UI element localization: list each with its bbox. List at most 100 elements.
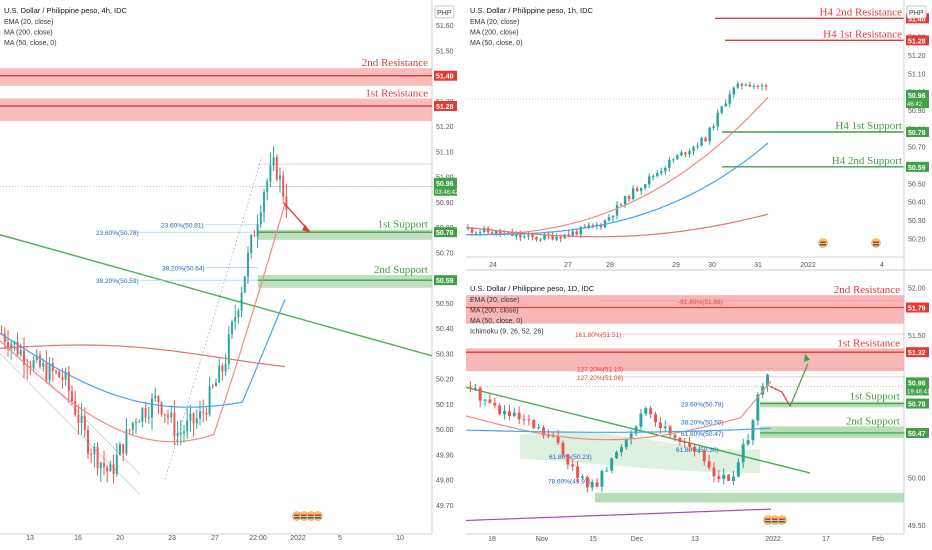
h4-plot: 2nd Resistance 1st Resistance 1st Support 2… <box>0 57 433 495</box>
h1-candle <box>740 83 744 86</box>
d1-currency-box <box>906 5 927 19</box>
h4-candle <box>122 443 125 454</box>
d1-candle <box>615 452 619 459</box>
h4-candle <box>272 157 275 166</box>
h4-candle <box>141 408 144 422</box>
h4-level-zone <box>258 229 432 240</box>
h1-candle <box>490 232 494 235</box>
h1-candle <box>756 85 760 87</box>
d1-candle <box>468 387 472 389</box>
d1-plot: 2nd Resistance 1st Resistance 1st Support 2… <box>465 269 932 522</box>
h1-indicator-label: MA (200, close) <box>470 30 519 37</box>
h4-event-flag-stripe <box>308 517 314 519</box>
h4-level-label: 2nd Resistance <box>362 57 428 69</box>
h4-candle <box>195 418 198 424</box>
h1-candle <box>728 94 731 104</box>
d1-candle <box>585 476 589 488</box>
h4-candle <box>160 402 163 415</box>
d1-candle <box>561 442 565 455</box>
h1-candle <box>539 239 542 241</box>
h4-time-axis: 13 16 20 23 27 22:00 2022 5 10 <box>0 533 432 542</box>
h4-level-price-tag: 50.78 <box>436 230 454 237</box>
d1-candle <box>610 458 614 471</box>
d1-candle <box>473 387 477 389</box>
h1-x-tick-label: 27 <box>564 262 572 269</box>
h1-candle <box>648 176 651 185</box>
d1-indicator-label: MA (200, close) <box>470 308 519 315</box>
d1-candle <box>741 444 745 463</box>
d1-ma200-line <box>465 508 772 522</box>
h4-x-tick-label: 2022 <box>290 535 306 542</box>
h4-event-flag-stripe <box>301 517 307 519</box>
h4-y-tick-label: 50.10 <box>436 402 454 409</box>
h1-candle <box>615 205 619 216</box>
h4-candle <box>67 371 70 392</box>
h1-candle <box>599 224 603 228</box>
h1-candle <box>478 232 482 234</box>
d1-indicator-label: Ichimoku (9, 26, 52, 26) <box>470 329 544 336</box>
h4-ma50-line <box>0 299 286 408</box>
h1-candle <box>482 228 486 233</box>
d1-pullback-arrow <box>769 385 791 407</box>
h1-candle <box>712 126 715 128</box>
d1-candle <box>751 420 755 441</box>
d1-candle <box>756 394 760 421</box>
h1-candle <box>527 234 530 237</box>
h4-indicator-label: MA (200, close) <box>4 30 53 37</box>
h1-candle <box>551 235 554 240</box>
h4-candle <box>35 355 38 360</box>
h1-candle <box>523 236 526 238</box>
d1-fib-label: 127.20%(51.15) <box>577 366 623 373</box>
d1-candle <box>658 422 662 429</box>
h4-candle <box>80 415 83 423</box>
h4-candle <box>125 429 128 454</box>
h4-x-tick-label: 16 <box>74 535 82 542</box>
h1-y-tick-label: 51.10 <box>908 71 926 78</box>
h4-fib-label: 38.20%(50.59) <box>96 278 139 285</box>
h4-candle <box>119 443 121 456</box>
h1-candle <box>639 188 643 191</box>
d1-event-flag-stripe <box>779 521 785 523</box>
d1-candle <box>668 426 672 435</box>
d1-candle <box>605 470 609 472</box>
h1-ma200-line <box>465 213 769 238</box>
h1-x-tick-label: 2022 <box>800 262 816 269</box>
h1-x-tick-label: 24 <box>489 262 497 269</box>
h4-candle <box>90 453 93 455</box>
h4-candle <box>151 398 153 418</box>
h4-candle <box>269 165 272 182</box>
h4-level-zone <box>258 275 432 288</box>
h1-candle <box>494 231 498 235</box>
d1-candle <box>532 420 536 429</box>
h1-candle <box>692 146 695 152</box>
h1-candle <box>470 228 474 233</box>
d1-trendline <box>465 386 811 474</box>
h4-candle <box>224 363 227 372</box>
d1-candle <box>483 399 487 401</box>
d1-level-zone <box>760 426 904 438</box>
h1-level-label: H4 2nd Support <box>832 155 902 167</box>
h1-indicator-label: MA (50, close, 0) <box>470 40 523 47</box>
d1-candle <box>727 474 731 481</box>
h1-candle <box>668 159 671 168</box>
h4-level-price-tag: 50.59 <box>436 278 454 285</box>
d1-candle <box>712 467 716 477</box>
d1-level-zone <box>760 401 904 408</box>
h1-x-tick-label: 28 <box>606 262 614 269</box>
h4-candle <box>253 235 256 237</box>
h4-candle <box>58 371 61 378</box>
d1-ichimoku-cloud <box>520 431 760 473</box>
d1-candle <box>624 438 628 448</box>
h1-chart-title: U.S. Dollar / Philippine peso, 1h, IDC <box>470 6 594 15</box>
h4-fib-label: 23.60%(50.78) <box>96 230 139 237</box>
h1-candle <box>732 87 735 95</box>
h4-event-flag-stripe <box>294 514 300 516</box>
d1-y-tick-label: 49.50 <box>908 523 926 530</box>
d1-candle <box>722 474 726 480</box>
h4-candle <box>128 429 131 431</box>
h1-candle <box>672 159 675 161</box>
h4-candle <box>39 355 41 367</box>
h4-event-flag-stripe <box>294 517 300 519</box>
h4-x-tick-label: 22:00 <box>249 535 267 542</box>
h4-candle <box>285 196 288 210</box>
